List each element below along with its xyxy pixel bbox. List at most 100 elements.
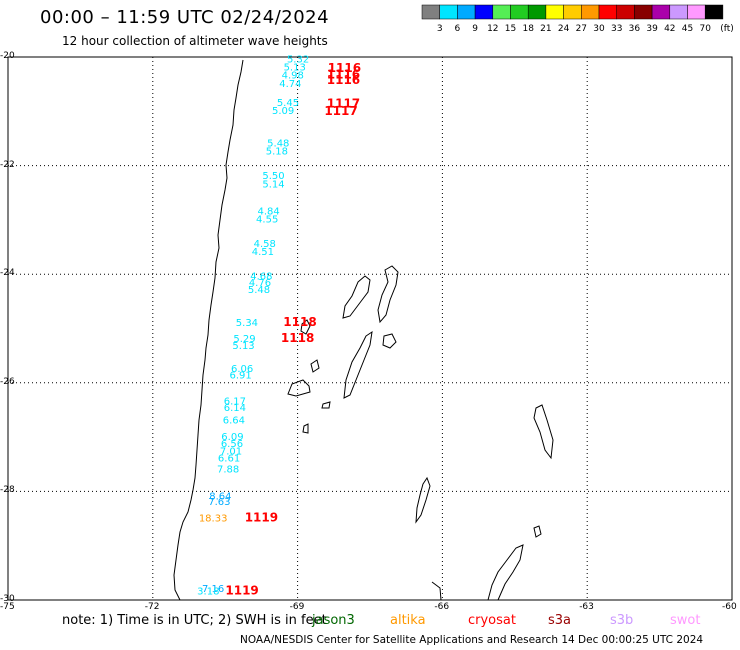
legend-swatch: [687, 4, 706, 20]
island-11: [415, 476, 431, 524]
legend-label: 18: [522, 24, 534, 34]
island-7: [287, 379, 311, 397]
island-8: [321, 401, 331, 409]
legend-label: 33: [611, 24, 622, 34]
lat-tick-label: -26: [0, 376, 15, 387]
wave-height-value: 5.13: [232, 341, 254, 352]
legend-swatch: [563, 4, 582, 20]
island-10: [533, 404, 554, 460]
island-12: [487, 544, 524, 601]
island-1: [377, 265, 399, 324]
island-2: [342, 275, 371, 319]
lon-tick-label: -63: [579, 602, 594, 612]
wave-height-value: 7.01: [220, 446, 242, 457]
pass-time-label: 1116: [327, 68, 360, 82]
wave-height-value: 5.34: [236, 318, 258, 329]
wave-height-value: 7.63: [208, 497, 230, 508]
wave-height-value: 5.48: [267, 139, 289, 150]
legend-label: 27: [576, 24, 587, 34]
wave-height-value: 6.56: [221, 439, 243, 450]
wave-height-value: 4.51: [252, 247, 274, 258]
wave-height-value: 6.91: [230, 370, 252, 381]
pass-time-label: 1118: [283, 315, 316, 329]
legend-label: 42: [664, 24, 675, 34]
wave-height-value: 5.50: [262, 171, 284, 182]
pass-time-label: 1116: [328, 61, 361, 75]
legend-label: 15: [505, 24, 516, 34]
legend-label: 6: [455, 24, 461, 34]
legend-swatch: [474, 4, 494, 20]
wave-height-value: 7.16: [202, 584, 224, 595]
legend-label: 21: [540, 24, 551, 34]
legend-label: 45: [682, 24, 693, 34]
lat-tick-label: -30: [0, 594, 15, 604]
lat-tick-label: -20: [0, 51, 15, 61]
lat-tick-label: -28: [0, 485, 15, 496]
pass-time-label: 1118: [281, 331, 314, 345]
island-6: [310, 359, 320, 373]
legend-swatch: [581, 4, 600, 20]
legend-label: 30: [593, 24, 605, 34]
legend-label: 39: [646, 24, 658, 34]
legend-swatch: [510, 4, 529, 20]
wave-height-value: 5.13: [284, 63, 306, 74]
wave-height-value: 5.09: [272, 106, 294, 117]
legend-swatch: [598, 4, 617, 20]
map-frame: [7, 56, 733, 601]
footer-note: note: 1) Time is in UTC; 2) SWH is in fe…: [62, 613, 327, 628]
island-3: [300, 319, 311, 335]
lat-tick-label: -24: [0, 268, 15, 279]
wave-height-value: 6.09: [221, 432, 243, 443]
legend-swatch: [545, 4, 564, 20]
island-5: [382, 333, 397, 349]
wave-height-value: 4.68: [250, 272, 272, 283]
legend-label: 9: [472, 24, 478, 34]
credit-line: NOAA/NESDIS Center for Satellite Applica…: [240, 634, 704, 646]
wave-height-value: 6.06: [231, 364, 253, 375]
legend-label: 36: [629, 24, 641, 34]
lon-tick-label: -69: [289, 602, 305, 612]
chile-coastline: [173, 59, 244, 601]
lon-tick-label: -60: [722, 602, 737, 612]
legend-swatch: [651, 4, 671, 20]
lat-tick-label: -22: [0, 159, 15, 170]
satellite-jason3: jason3: [312, 613, 355, 628]
wave-height-value: 5.32: [287, 54, 309, 65]
satellite-s3b: s3b: [610, 613, 634, 628]
pass-time-label: 1119: [225, 584, 258, 598]
pass-time-label: 1117: [324, 104, 357, 118]
wave-height-values: 5.325.134.984.745.455.095.485.185.505.14…: [197, 54, 309, 597]
pass-time-label: 1117: [327, 96, 360, 110]
wave-height-value: 6.64: [223, 416, 245, 427]
wave-height-value: 18.33: [199, 513, 228, 524]
island-14: [431, 581, 442, 601]
wave-height-value: 6.61: [218, 454, 240, 465]
lon-tick-label: -66: [434, 602, 450, 612]
wave-height-value: 5.14: [262, 179, 284, 190]
lon-tick-label: -72: [144, 602, 160, 612]
satellite-cryosat: cryosat: [468, 613, 516, 628]
legend-swatch: [704, 4, 724, 20]
pass-time-label: 1119: [245, 510, 278, 524]
legend-swatch: [669, 4, 688, 20]
wave-height-value: 5.48: [248, 285, 270, 296]
legend-swatch: [492, 4, 511, 20]
island-13: [533, 525, 542, 538]
wave-height-value: 4.58: [254, 239, 276, 250]
page-subtitle: 12 hour collection of altimeter wave hei…: [62, 34, 328, 48]
legend-label: 24: [558, 24, 570, 34]
legend-label: 70: [699, 24, 711, 34]
legend-unit: (ft): [720, 24, 734, 34]
grid-lines: [7, 56, 733, 601]
legend-swatch: [421, 4, 440, 20]
wave-height-value: 4.76: [249, 278, 271, 289]
wave-height-value: 5.45: [277, 98, 299, 109]
legend-swatch: [457, 4, 476, 20]
legend-swatch: [439, 4, 458, 20]
legend-swatch: [616, 4, 635, 20]
satellite-swot: swot: [670, 613, 701, 628]
satellite-s3a: s3a: [548, 613, 572, 628]
color-legend: 3 6 9 12 15 18 21 24 27 30 33 36 39 42 45 70 (ft): [421, 4, 734, 34]
